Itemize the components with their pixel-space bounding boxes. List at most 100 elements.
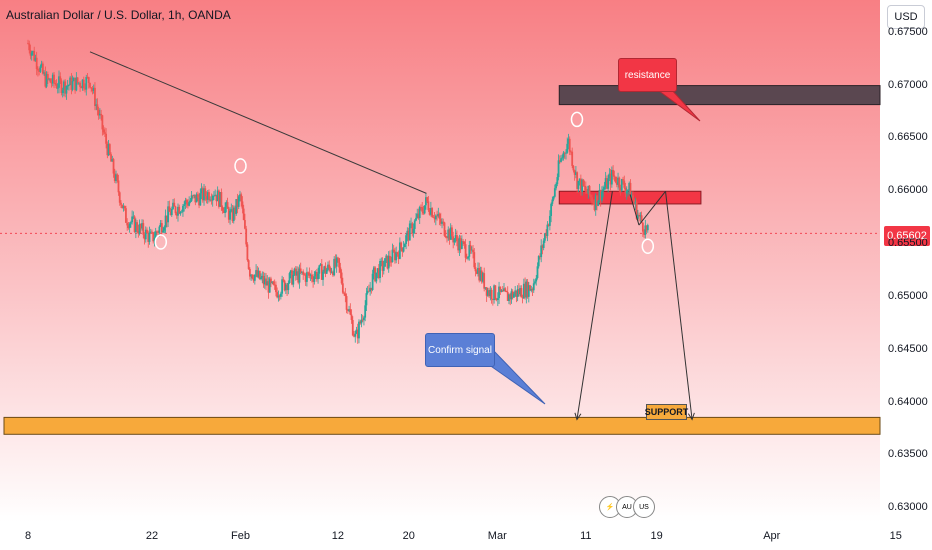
projection-leg: [665, 191, 693, 420]
candle-body: [524, 283, 526, 298]
candle-body: [253, 274, 256, 281]
candle-body: [618, 177, 621, 188]
candle-body: [514, 290, 517, 295]
candle-body: [607, 178, 610, 189]
candle-body: [408, 223, 411, 241]
confirm-signal-note[interactable]: Confirm signal: [425, 333, 495, 367]
candle-body: [552, 196, 555, 200]
candle-body: [491, 299, 494, 301]
candle-body: [364, 305, 367, 318]
candle-body: [292, 274, 295, 285]
y-tick-label: 0.63000: [888, 501, 928, 514]
candle-body: [464, 244, 467, 258]
candle-body: [459, 238, 462, 249]
candle-body: [624, 187, 627, 194]
candle-body: [449, 227, 452, 240]
candle-body: [371, 273, 374, 290]
candle-body: [344, 293, 347, 297]
candle-body: [261, 275, 264, 278]
candle-body: [551, 199, 554, 204]
candle-body: [398, 242, 401, 259]
candle-body: [623, 180, 626, 188]
candle-body: [92, 87, 95, 91]
candle-body: [191, 195, 194, 197]
candle-body: [586, 191, 588, 194]
x-tick-label: Mar: [487, 530, 507, 542]
candle-body: [291, 270, 293, 285]
candle-body: [425, 197, 427, 206]
candle-body: [121, 204, 124, 209]
candle-body: [107, 144, 110, 156]
candle-body: [302, 271, 305, 275]
resistance-note[interactable]: resistance: [618, 58, 677, 92]
candle-body: [90, 87, 93, 89]
candle-body: [486, 290, 489, 296]
candle-body: [465, 257, 468, 259]
candle-body: [400, 242, 403, 248]
candle-body: [423, 205, 426, 214]
candle-body: [437, 213, 440, 217]
candle-body: [98, 113, 101, 116]
candle-body: [636, 214, 639, 219]
y-tick-label: 0.64500: [888, 342, 928, 355]
candle-body: [350, 314, 353, 321]
candle-body: [258, 270, 261, 280]
candle-body: [178, 206, 181, 214]
candle-body: [89, 82, 91, 88]
candle-body: [49, 78, 52, 83]
candle-body: [267, 281, 270, 293]
candle-body: [343, 292, 346, 294]
candle-body: [303, 274, 306, 276]
candle-body: [113, 173, 116, 181]
candle-body: [603, 187, 606, 190]
candle-body: [469, 245, 472, 251]
candle-body: [168, 206, 171, 212]
candle-body: [183, 204, 186, 206]
x-tick-label: 22: [145, 530, 159, 542]
candle-body: [132, 216, 135, 218]
candle-body: [201, 188, 204, 201]
candle-body: [108, 144, 111, 155]
candle-body: [582, 179, 585, 186]
candle-body: [263, 278, 266, 285]
candle-body: [405, 235, 407, 244]
candle-body: [188, 201, 191, 206]
candle-body: [394, 251, 396, 261]
candle-body: [37, 69, 39, 71]
x-tick-label: 15: [889, 530, 902, 542]
currency-button[interactable]: USD: [887, 5, 925, 29]
candle-body: [584, 186, 587, 192]
support-label[interactable]: SUPPORT: [645, 404, 688, 420]
candle-body: [534, 281, 536, 284]
candle-body: [438, 213, 441, 219]
candle-body: [456, 235, 458, 242]
candle-body: [309, 274, 312, 276]
candle-body: [504, 288, 507, 292]
candle-body: [594, 195, 597, 210]
candle-body: [283, 280, 286, 291]
x-tick-label: 8: [24, 530, 32, 542]
candle-body: [627, 189, 629, 191]
candle-body: [561, 157, 564, 159]
candle-body: [126, 222, 129, 226]
candle-body: [544, 233, 546, 241]
candle-body: [349, 309, 352, 315]
y-tick-label: 0.63500: [888, 448, 928, 461]
candle-body: [46, 74, 49, 80]
candle-body: [247, 260, 250, 269]
candle-body: [442, 221, 445, 223]
candle-body: [332, 271, 334, 276]
candle-body: [218, 190, 220, 207]
us-flag-icon[interactable]: US: [633, 496, 655, 518]
candle-body: [70, 77, 73, 90]
candle-body: [193, 194, 196, 196]
candle-body: [630, 195, 633, 199]
candle-body: [473, 252, 476, 268]
candle-body: [485, 287, 488, 296]
candle-body: [136, 222, 138, 231]
candle-body: [255, 270, 257, 275]
candle-body: [645, 225, 648, 231]
candle-body: [395, 252, 398, 261]
candle-body: [100, 113, 103, 116]
